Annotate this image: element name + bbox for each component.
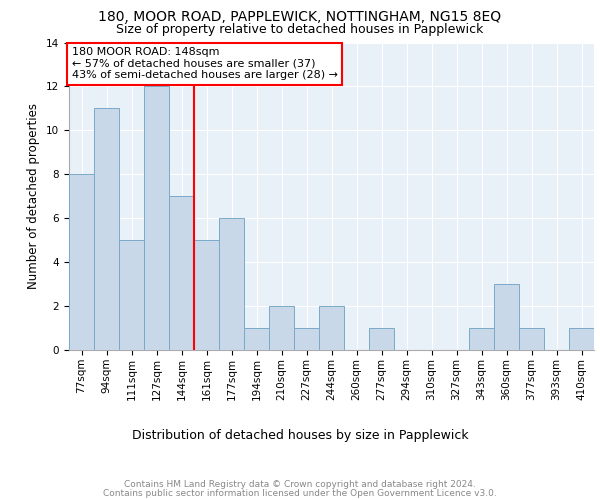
Bar <box>319 306 344 350</box>
Bar <box>244 328 269 350</box>
Text: Contains public sector information licensed under the Open Government Licence v3: Contains public sector information licen… <box>103 490 497 498</box>
Bar <box>144 86 169 350</box>
Text: 180, MOOR ROAD, PAPPLEWICK, NOTTINGHAM, NG15 8EQ: 180, MOOR ROAD, PAPPLEWICK, NOTTINGHAM, … <box>98 10 502 24</box>
Bar <box>569 328 594 350</box>
Bar <box>219 218 244 350</box>
Text: Distribution of detached houses by size in Papplewick: Distribution of detached houses by size … <box>131 428 469 442</box>
Text: Size of property relative to detached houses in Papplewick: Size of property relative to detached ho… <box>116 22 484 36</box>
Bar <box>119 240 144 350</box>
Bar <box>294 328 319 350</box>
Text: 180 MOOR ROAD: 148sqm
← 57% of detached houses are smaller (37)
43% of semi-deta: 180 MOOR ROAD: 148sqm ← 57% of detached … <box>71 47 338 80</box>
Bar <box>69 174 94 350</box>
Bar <box>369 328 394 350</box>
Text: Contains HM Land Registry data © Crown copyright and database right 2024.: Contains HM Land Registry data © Crown c… <box>124 480 476 489</box>
Bar <box>494 284 519 350</box>
Bar <box>469 328 494 350</box>
Bar <box>94 108 119 350</box>
Bar <box>169 196 194 350</box>
Bar <box>519 328 544 350</box>
Bar <box>194 240 219 350</box>
Bar <box>269 306 294 350</box>
Y-axis label: Number of detached properties: Number of detached properties <box>28 104 40 289</box>
